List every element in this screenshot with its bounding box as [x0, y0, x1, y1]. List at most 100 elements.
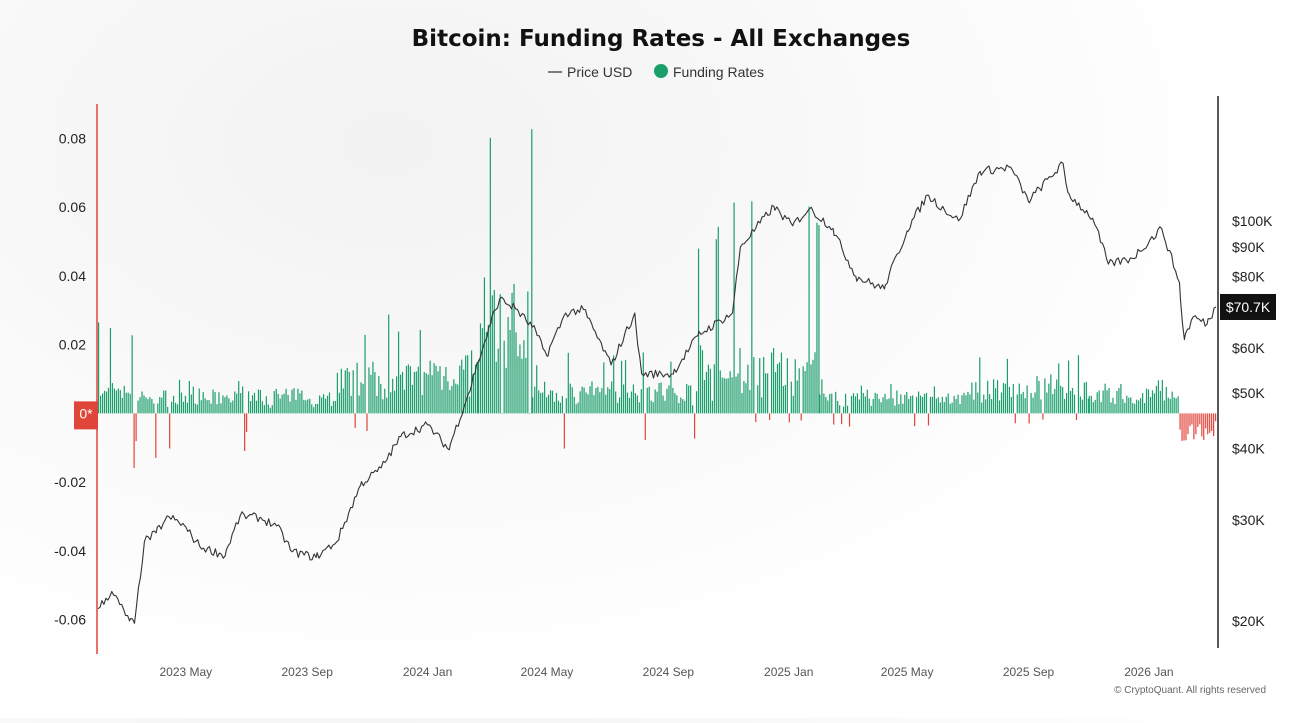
funding-bar — [344, 370, 346, 414]
funding-bar — [1201, 413, 1203, 437]
legend[interactable]: Price USD Funding Rates — [548, 64, 764, 80]
funding-bar — [835, 391, 837, 414]
funding-bar — [413, 372, 415, 414]
legend-price-label[interactable]: Price USD — [567, 64, 632, 80]
funding-bar — [273, 391, 275, 414]
funding-bar — [214, 392, 216, 414]
funding-bar — [937, 397, 939, 414]
funding-bar — [315, 403, 317, 414]
funding-bar — [776, 363, 779, 414]
funding-bar — [222, 395, 224, 414]
funding-bar — [188, 380, 190, 414]
funding-bar — [101, 393, 104, 414]
right-tick-label: $80K — [1232, 268, 1265, 284]
funding-bar — [261, 401, 263, 414]
funding-bar — [236, 393, 238, 414]
funding-bar — [981, 402, 983, 414]
funding-bar — [1100, 402, 1102, 414]
funding-bar — [111, 383, 114, 414]
funding-bar — [322, 394, 325, 414]
funding-bar — [589, 386, 591, 414]
funding-bar — [356, 362, 358, 414]
funding-bar — [1191, 413, 1193, 425]
funding-bar — [394, 390, 396, 414]
funding-bar — [459, 365, 461, 414]
funding-bar — [648, 386, 650, 414]
funding-bar — [695, 391, 698, 414]
funding-bar — [1187, 413, 1189, 435]
funding-bar — [961, 395, 963, 414]
funding-bar — [559, 402, 561, 414]
funding-bar — [761, 397, 763, 414]
funding-bar — [650, 400, 652, 414]
funding-bar — [1094, 399, 1096, 414]
funding-bar — [259, 389, 262, 414]
funding-bar — [305, 400, 307, 414]
funding-bar — [963, 392, 965, 414]
funding-bar — [1207, 413, 1209, 435]
funding-bar — [368, 367, 370, 414]
funding-bar — [244, 413, 246, 451]
funding-bar — [1112, 397, 1114, 414]
funding-bar — [874, 392, 876, 414]
funding-bar — [898, 404, 900, 414]
funding-bar — [362, 383, 364, 414]
funding-bar — [753, 357, 755, 414]
funding-bar — [882, 397, 884, 414]
funding-bar — [757, 385, 759, 414]
funding-bar — [1153, 393, 1156, 414]
funding-bar — [1002, 383, 1005, 414]
funding-bar — [378, 376, 380, 414]
funding-bar — [1213, 413, 1215, 437]
funding-bar — [1126, 395, 1128, 414]
funding-bar — [390, 392, 392, 414]
funding-bar — [429, 360, 431, 414]
funding-bar — [852, 393, 855, 414]
funding-bar — [423, 372, 425, 414]
funding-bar — [1193, 413, 1195, 440]
funding-bar — [263, 405, 265, 414]
funding-bar — [603, 362, 605, 414]
funding-bar — [581, 386, 583, 414]
funding-bar — [251, 395, 254, 414]
funding-bar — [870, 405, 872, 414]
funding-bar — [818, 225, 820, 414]
funding-bar — [1169, 398, 1171, 414]
funding-bar — [206, 400, 208, 414]
funding-bar — [471, 350, 473, 414]
legend-funding-label[interactable]: Funding Rates — [673, 64, 764, 80]
funding-bar — [399, 374, 402, 414]
funding-bar — [949, 403, 951, 414]
funding-bar — [759, 358, 761, 414]
funding-bar — [1038, 380, 1040, 414]
funding-bar — [804, 371, 806, 414]
funding-bar — [1040, 399, 1042, 414]
funding-bar — [129, 393, 131, 414]
funding-bar — [1171, 391, 1173, 414]
funding-bar — [918, 391, 920, 414]
x-tick-label: 2023 May — [159, 665, 212, 679]
funding-bar — [330, 405, 333, 414]
funding-bar — [505, 367, 507, 414]
funding-bar — [908, 399, 910, 414]
funding-bar — [904, 394, 906, 414]
funding-bar — [1075, 413, 1078, 421]
funding-bar — [973, 399, 975, 414]
funding-bar — [654, 389, 656, 414]
funding-bar — [153, 403, 155, 414]
funding-bar — [491, 295, 493, 414]
funding-bar — [194, 403, 196, 414]
funding-bar — [690, 385, 692, 414]
funding-bar — [372, 361, 374, 414]
funding-bar — [1083, 382, 1085, 414]
funding-bar — [923, 393, 926, 414]
funding-bar — [609, 389, 611, 414]
funding-bar — [366, 413, 368, 431]
funding-bar — [666, 388, 668, 414]
funding-bar — [255, 400, 258, 414]
x-axis-ticks: 2023 May 2023 Sep 2024 Jan 2024 May 2024 Sep… — [159, 665, 1173, 679]
funding-bar — [715, 239, 717, 414]
funding-bar — [1143, 403, 1146, 414]
funding-bar — [985, 399, 987, 414]
funding-bar — [277, 394, 279, 414]
